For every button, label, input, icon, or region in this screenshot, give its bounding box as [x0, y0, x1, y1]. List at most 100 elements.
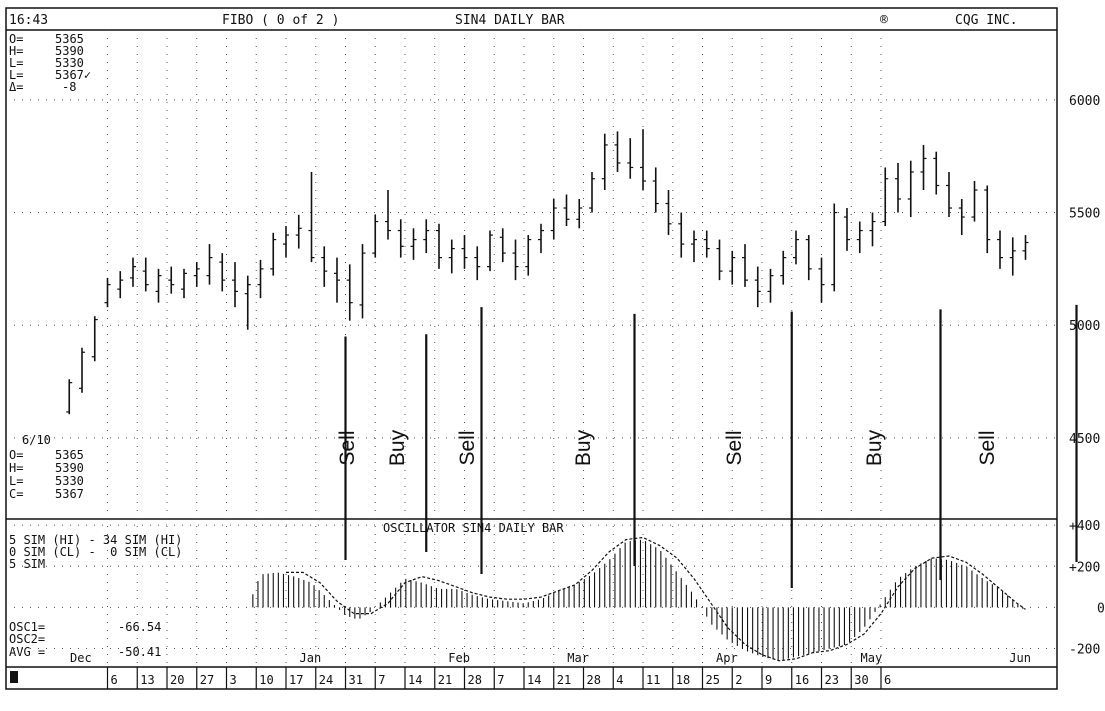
trade-annotation-buy: Buy: [572, 429, 595, 466]
ohlc-bar: [907, 160, 914, 218]
vendor-label: CQG INC.: [955, 13, 1018, 28]
quote-top-value: 5367✓: [55, 68, 91, 82]
date-label: 14: [408, 673, 422, 687]
ohlc-bar: [627, 138, 634, 179]
date-label: 7: [378, 673, 385, 687]
date-label: 2: [735, 673, 742, 687]
date-label: 3: [230, 673, 237, 687]
trade-annotation-buy: Buy: [863, 429, 886, 466]
date-label: 31: [349, 673, 363, 687]
quote-bottom-value: 5365: [55, 448, 84, 462]
ohlc-bar: [193, 262, 200, 287]
date-label: 28: [587, 673, 601, 687]
ohlc-bar: [525, 235, 532, 276]
ohlc-bar: [984, 185, 991, 254]
price-axis-label: 5500: [1069, 207, 1100, 222]
ohlc-bar: [869, 212, 876, 247]
oscillator-setting: 0 SIM (CL) - 0 SIM (CL): [9, 545, 182, 559]
ohlc-bar: [448, 239, 455, 274]
osc1-value: -66.54: [118, 620, 161, 634]
trade-annotation-sell: Sell: [976, 430, 999, 465]
quote-bottom-value: 5367: [55, 487, 84, 501]
quote-top-label: H=: [9, 44, 23, 58]
ohlc-bar: [550, 199, 557, 240]
trade-annotation-sell: Sell: [456, 430, 479, 465]
ohlc-bar: [793, 230, 799, 265]
osc2-label: OSC2=: [9, 632, 45, 646]
ohlc-bar: [652, 167, 659, 213]
quote-top-value: 5330: [55, 56, 84, 70]
ohlc-bar: [436, 223, 442, 269]
price-axis-label: 4500: [1069, 432, 1100, 447]
signal-lines: [344, 304, 1078, 588]
quote-top-label: O=: [9, 32, 23, 46]
scroll-handle[interactable]: [10, 671, 18, 683]
ohlc-bar: [895, 162, 901, 213]
ohlc-bar: [997, 230, 1003, 269]
oscillator-axis-label: -200: [1069, 643, 1100, 658]
oscillator-title: OSCILLATOR SIN4 DAILY BAR: [383, 521, 564, 535]
ohlc-bar: [142, 257, 149, 292]
date-label: 21: [557, 673, 571, 687]
date-label: 11: [646, 673, 660, 687]
ohlc-bar: [946, 171, 952, 218]
price-bars: [66, 129, 1029, 415]
date-label: 25: [706, 673, 720, 687]
ohlc-bar: [576, 199, 583, 229]
ohlc-bar: [334, 257, 340, 303]
price-axis-label: 5000: [1069, 319, 1100, 334]
ohlc-bar: [257, 259, 264, 299]
ohlc-bar: [270, 232, 277, 276]
trade-annotation-buy: Buy: [386, 429, 409, 466]
ohlc-bar: [359, 244, 366, 319]
time-label: 16:43: [9, 13, 48, 28]
ohlc-bar: [474, 246, 481, 281]
quote-bottom-label: L=: [9, 474, 23, 488]
quote-top-value: 5365: [55, 32, 84, 46]
quote-top: O= 5365 H= 5390 L= 5330 L= 5367✓ Δ= -8: [9, 32, 91, 94]
ohlc-bar: [691, 230, 697, 263]
month-label: Jan: [300, 651, 322, 665]
quote-bottom-label: C=: [9, 487, 23, 501]
header: 16:43 FIBO ( 0 of 2 ) SIN4 DAILY BAR ® C…: [9, 13, 1018, 28]
ohlc-bar: [754, 266, 761, 308]
ohlc-bar: [805, 235, 812, 281]
copyright-symbol: ®: [880, 13, 888, 28]
ohlc-bar: [601, 133, 608, 190]
ohlc-bar: [512, 239, 519, 281]
ohlc-bar: [971, 180, 978, 222]
ohlc-bar: [920, 144, 927, 190]
ohlc-bar: [780, 250, 787, 285]
oscillator-avg-line: [286, 536, 1026, 662]
date-label: 13: [140, 673, 154, 687]
date-label: 17: [289, 673, 303, 687]
oscillator-axis-label: 0: [1097, 601, 1105, 616]
ohlc-bar: [181, 268, 187, 299]
ohlc-bar: [487, 230, 493, 272]
symbol-label: SIN4 DAILY BAR: [455, 13, 565, 28]
quote-top-label: L=: [9, 68, 23, 82]
quote-top-label: Δ=: [9, 80, 23, 94]
ohlc-bar: [308, 171, 315, 263]
ohlc-bar: [295, 214, 302, 249]
quote-bottom-label: H=: [9, 461, 23, 475]
price-axis-label: 6000: [1069, 94, 1100, 109]
ohlc-bar: [933, 151, 940, 195]
ohlc-bar: [206, 244, 213, 285]
ohlc-bar: [563, 194, 570, 227]
ohlc-bar: [423, 219, 430, 254]
quote-bottom: 6/10 O= 5365 H= 5390 L= 5330 C= 5367: [9, 433, 84, 501]
ohlc-bar: [117, 271, 124, 299]
quote-bottom-value: 5330: [55, 474, 84, 488]
ohlc-bar: [232, 262, 238, 308]
month-label: Mar: [567, 651, 589, 665]
date-label: 21: [438, 673, 452, 687]
oscillator-average: [286, 536, 1026, 662]
ohlc-bar: [818, 257, 825, 303]
month-label: Feb: [448, 651, 470, 665]
ohlc-bar: [385, 189, 391, 240]
ohlc-bar: [665, 189, 672, 236]
ohlc-bar: [283, 226, 289, 258]
date-label: 14: [527, 673, 541, 687]
